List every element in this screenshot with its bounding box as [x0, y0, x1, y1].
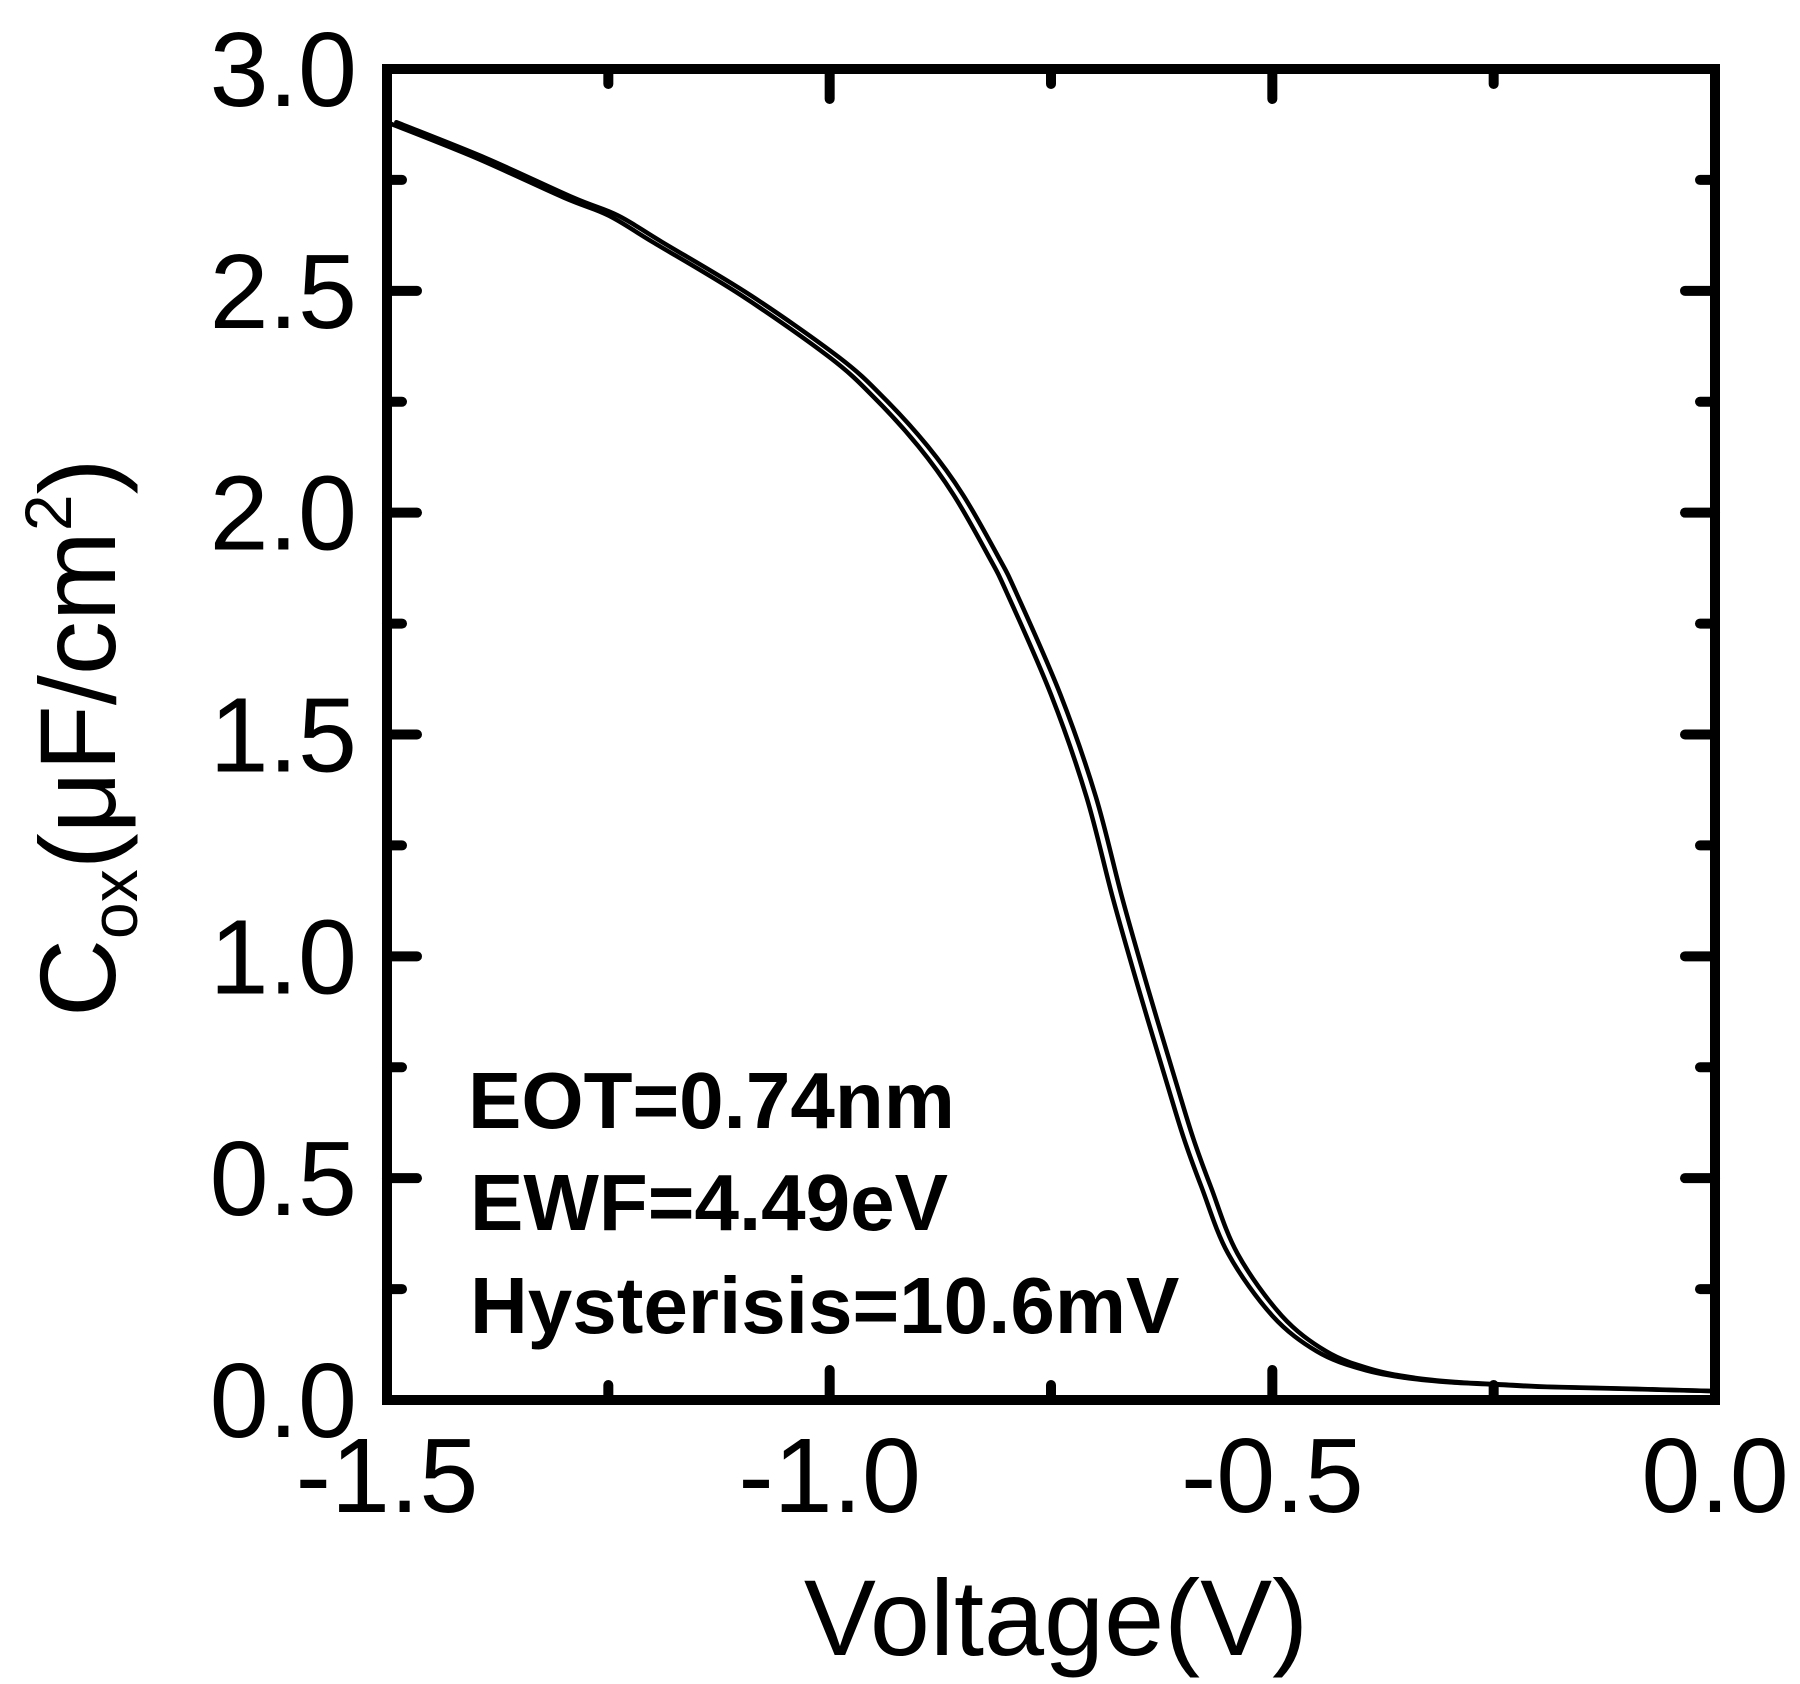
y-tick-label: 2.5 — [210, 233, 357, 351]
x-tick-labels: -1.5 -1.0 -0.5 0.0 — [296, 1417, 1789, 1535]
data-curves — [384, 119, 1718, 1394]
y-tick-label: 1.0 — [210, 898, 357, 1016]
y-tick-label: 0.0 — [210, 1342, 357, 1460]
y-axis-title: Cox(μF/cm2) — [11, 458, 151, 1017]
y-tick-label: 1.5 — [210, 677, 357, 795]
y-axis-title-main: C — [17, 939, 138, 1017]
y-axis-title-close: ) — [17, 458, 138, 494]
y-tick-label: 0.5 — [210, 1120, 357, 1238]
x-tick-label: -0.5 — [1181, 1417, 1364, 1535]
y-axis-title-subscript: ox — [77, 869, 151, 939]
curve-sweep-reverse — [394, 119, 1718, 1394]
y-axis-title-units: (μF/cm — [17, 531, 138, 869]
y-tick-label: 2.0 — [210, 455, 357, 573]
annotation-eot: EOT=0.74nm — [468, 1056, 955, 1145]
annotation-hysteresis: Hysterisis=10.6mV — [470, 1261, 1179, 1350]
x-axis-title: Voltage(V) — [804, 1557, 1308, 1678]
y-tick-label: 3.0 — [210, 11, 357, 129]
annotation-ewf: EWF=4.49eV — [470, 1158, 948, 1247]
x-tick-label: -1.0 — [738, 1417, 921, 1535]
plot-frame — [382, 64, 1720, 1405]
y-axis-title-superscript: 2 — [11, 494, 85, 531]
x-tick-label: -1.5 — [296, 1417, 479, 1535]
x-tick-label: 0.0 — [1641, 1417, 1788, 1535]
y-tick-labels: 0.0 0.5 1.0 1.5 2.0 2.5 3.0 — [210, 11, 357, 1460]
annotation-block: EOT=0.74nm EWF=4.49eV Hysterisis=10.6mV — [468, 1056, 1179, 1350]
